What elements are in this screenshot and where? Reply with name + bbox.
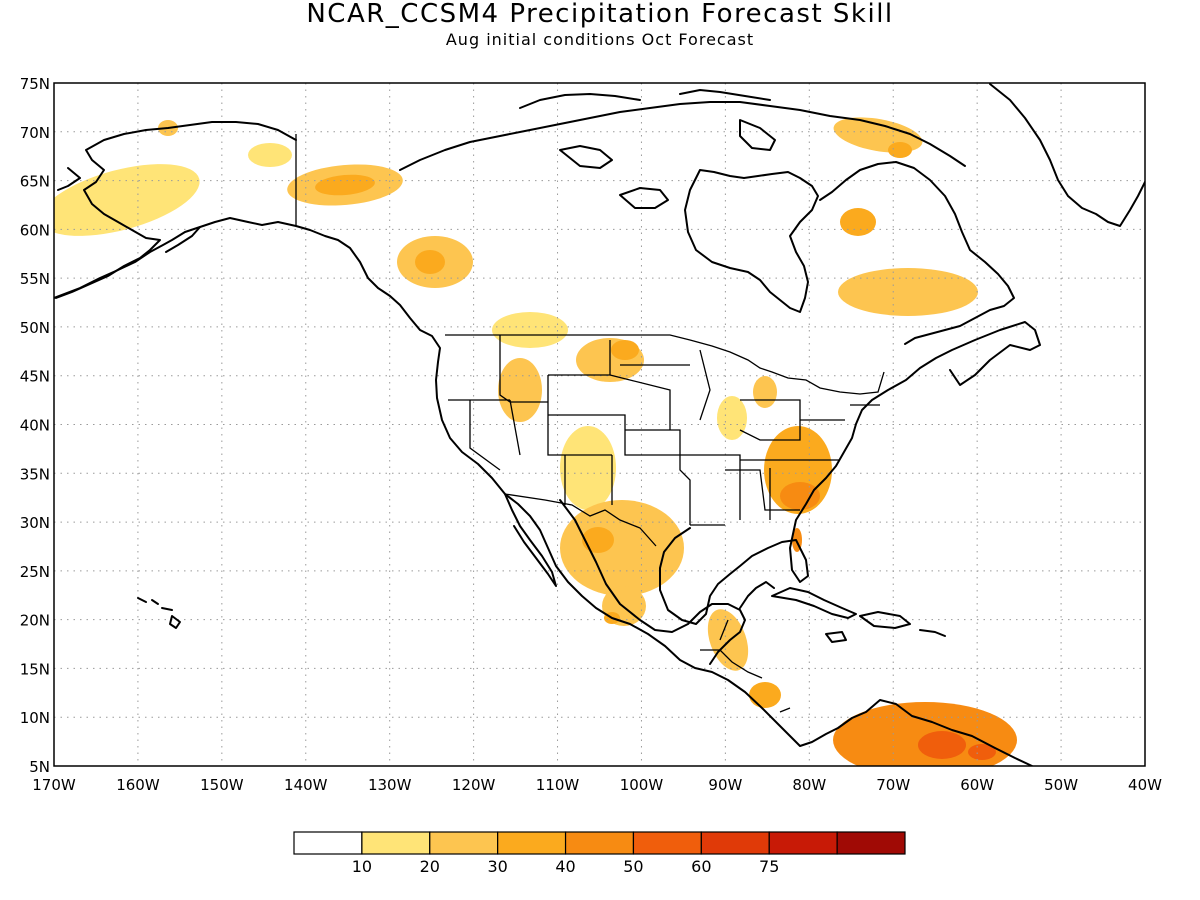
longitude-tick-label: 80W — [792, 776, 826, 794]
colorbar-swatch — [429, 831, 499, 855]
coastlines — [54, 83, 1145, 766]
longitude-tick-label: 90W — [708, 776, 742, 794]
longitude-tick-label: 60W — [960, 776, 994, 794]
greenland-coast — [989, 83, 1145, 227]
arctic-islands-coast — [399, 89, 966, 209]
latitude-tick-label: 10N — [20, 709, 50, 727]
latitude-tick-label: 75N — [20, 75, 50, 93]
colorbar-label: 40 — [555, 857, 575, 876]
skill-area — [582, 527, 614, 553]
alaska-coast — [55, 121, 297, 299]
latitude-tick-label: 40N — [20, 417, 50, 435]
latitude-tick-label: 5N — [29, 758, 50, 776]
longitude-tick-label: 50W — [1044, 776, 1078, 794]
longitude-axis: 170W 160W 150W 140W 130W 120W 110W 100W 90W 80W 70… — [32, 776, 1162, 794]
colorbar-swatch — [836, 831, 906, 855]
skill-area — [780, 482, 820, 510]
skill-area — [315, 174, 375, 196]
skill-area — [498, 358, 542, 422]
colorbar-label: 50 — [623, 857, 643, 876]
longitude-tick-label: 110W — [536, 776, 580, 794]
latitude-axis: 5N 10N 15N 20N 25N 30N 35N 40N 45N 50N 55N 60N 65N 70… — [20, 75, 50, 776]
baja-coast — [504, 493, 557, 587]
skill-area — [840, 208, 876, 236]
latitude-tick-label: 30N — [20, 514, 50, 532]
colorbar-swatch — [768, 831, 838, 855]
skill-area — [492, 312, 568, 348]
longitude-tick-label: 140W — [284, 776, 328, 794]
latitude-tick-label: 35N — [20, 465, 50, 483]
colorbar-swatch — [293, 831, 363, 855]
longitude-tick-label: 130W — [368, 776, 412, 794]
skill-area — [749, 682, 781, 708]
skill-area — [248, 143, 292, 167]
longitude-tick-label: 170W — [32, 776, 76, 794]
north-america-coast — [54, 217, 1033, 766]
colorbar-label: 10 — [352, 857, 372, 876]
skill-area — [888, 142, 912, 158]
skill-area — [753, 376, 777, 408]
latitude-tick-label: 25N — [20, 563, 50, 581]
latitude-tick-label: 15N — [20, 660, 50, 678]
longitude-tick-label: 150W — [200, 776, 244, 794]
latitude-tick-label: 65N — [20, 173, 50, 191]
skill-area — [560, 500, 684, 596]
latitude-tick-label: 45N — [20, 368, 50, 386]
skill-area — [717, 396, 747, 440]
map-frame — [53, 82, 1146, 767]
skill-area — [968, 744, 996, 760]
colorbar-swatch — [632, 831, 702, 855]
colorbar-swatch — [564, 831, 635, 855]
latitude-tick-label: 20N — [20, 612, 50, 630]
gulf-coast — [559, 321, 1041, 665]
latitude-tick-label: 60N — [20, 221, 50, 239]
us-mexico-border — [504, 493, 657, 547]
figure-title: NCAR_CCSM4 Precipitation Forecast Skill — [306, 0, 893, 29]
longitude-tick-label: 70W — [876, 776, 910, 794]
colorbar: 10 20 30 40 50 60 75 — [293, 831, 906, 876]
caribbean-islands-coast — [771, 587, 946, 643]
longitude-tick-label: 120W — [452, 776, 496, 794]
map-panel: 170W 160W 150W 140W 130W 120W 110W 100W 90W 80W 70… — [20, 75, 1162, 794]
skill-area — [560, 426, 616, 510]
colorbar-swatch — [700, 831, 770, 855]
colorbar-label: 60 — [691, 857, 711, 876]
colorbar-swatch — [361, 831, 431, 855]
longitude-tick-label: 100W — [620, 776, 664, 794]
skill-area — [707, 609, 749, 671]
hudson-bay-coast — [684, 169, 819, 313]
longitude-tick-label: 40W — [1128, 776, 1162, 794]
figure-subtitle: Aug initial conditions Oct Forecast — [446, 30, 754, 49]
colorbar-label: 30 — [487, 857, 507, 876]
us-state-borders — [448, 335, 880, 526]
skill-area — [918, 731, 966, 759]
colorbar-swatch — [497, 831, 567, 855]
labrador-coast — [819, 161, 1015, 345]
colorbar-label: 20 — [420, 857, 440, 876]
map-background — [54, 83, 1145, 766]
longitude-tick-label: 160W — [116, 776, 160, 794]
hawaii-coast — [137, 597, 181, 629]
central-america-borders — [700, 619, 791, 713]
skill-area — [611, 340, 639, 360]
skill-area — [415, 250, 445, 274]
skill-area — [838, 268, 978, 316]
political-borders — [295, 134, 885, 713]
latitude-tick-label: 50N — [20, 319, 50, 337]
colorbar-label: 75 — [759, 857, 779, 876]
skill-area — [54, 164, 200, 236]
latitude-tick-label: 55N — [20, 270, 50, 288]
us-canada-border — [445, 334, 885, 395]
latitude-tick-label: 70N — [20, 124, 50, 142]
